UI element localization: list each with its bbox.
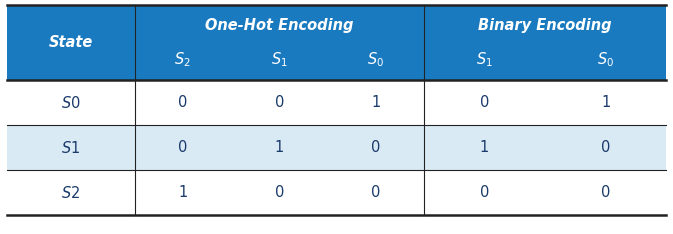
Text: 1: 1	[371, 95, 380, 110]
Text: 0: 0	[480, 95, 489, 110]
Text: 1: 1	[178, 185, 187, 200]
Bar	[7, 5, 666, 80]
Bar	[7, 80, 666, 125]
Text: 1: 1	[601, 95, 610, 110]
Text: $S_0$: $S_0$	[597, 50, 614, 69]
Text: $S2$: $S2$	[61, 185, 80, 201]
Bar	[7, 170, 666, 215]
Text: 0: 0	[480, 185, 489, 200]
Text: $S_0$: $S_0$	[367, 50, 384, 69]
Text: 0: 0	[178, 95, 188, 110]
Text: State: State	[48, 35, 93, 50]
Text: 1: 1	[480, 140, 489, 155]
Text: $S0$: $S0$	[61, 95, 81, 111]
Text: 0: 0	[601, 185, 610, 200]
Text: 0: 0	[371, 185, 380, 200]
Text: 0: 0	[275, 95, 284, 110]
Text: 0: 0	[601, 140, 610, 155]
Text: 0: 0	[371, 140, 380, 155]
Text: Binary Encoding: Binary Encoding	[479, 18, 612, 33]
Text: $S_1$: $S_1$	[271, 50, 287, 69]
Text: One-Hot Encoding: One-Hot Encoding	[205, 18, 353, 33]
Text: 1: 1	[275, 140, 284, 155]
Text: 0: 0	[178, 140, 188, 155]
Text: $S_1$: $S_1$	[476, 50, 493, 69]
Bar	[7, 125, 666, 170]
Text: $S_2$: $S_2$	[174, 50, 191, 69]
Text: 0: 0	[275, 185, 284, 200]
Text: $S1$: $S1$	[61, 140, 80, 156]
